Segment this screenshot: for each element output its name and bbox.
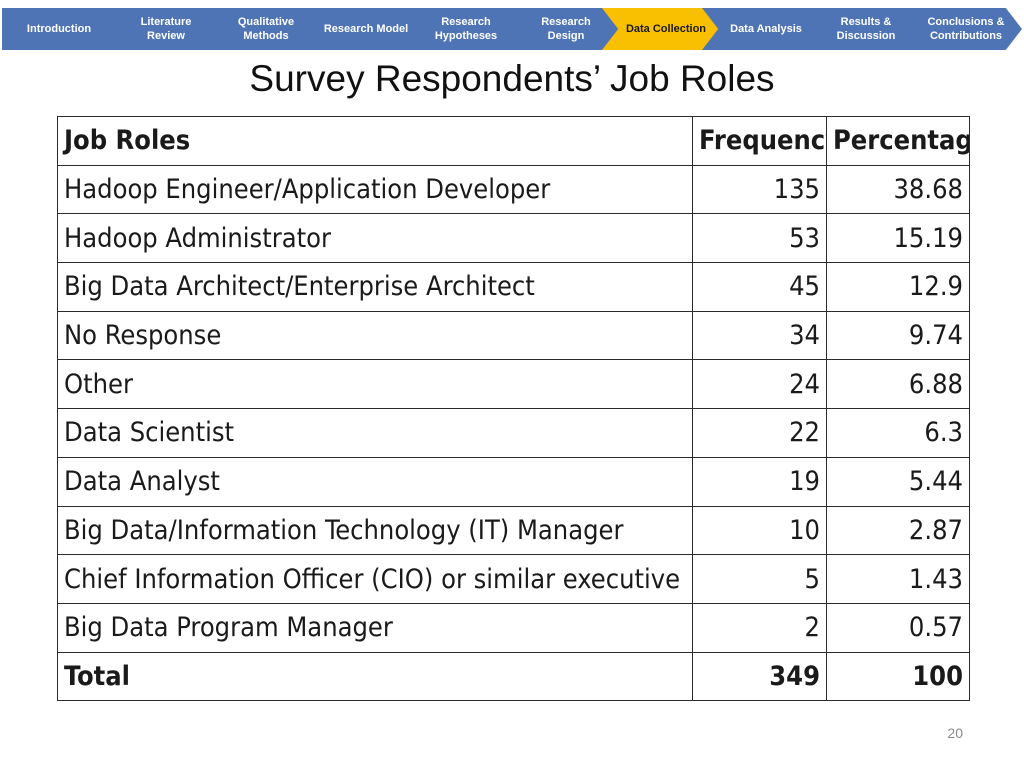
table-row: Big Data Program Manager 2 0.57 xyxy=(57,602,970,653)
percentage-cell: 38.68 xyxy=(826,164,970,215)
page-number: 20 xyxy=(947,725,963,741)
header-job-roles: Job Roles xyxy=(57,116,693,166)
frequency-cell: 5 xyxy=(692,554,827,604)
frequency-cell: 22 xyxy=(692,408,827,458)
job-role-cell: No Response xyxy=(57,310,693,361)
percentage-cell: 6.88 xyxy=(826,359,970,410)
nav-step-literature-review[interactable]: Literature Review xyxy=(102,8,222,50)
nav-step-results-discussion[interactable]: Results & Discussion xyxy=(802,8,922,50)
frequency-cell: 2 xyxy=(692,602,827,653)
frequency-cell: 45 xyxy=(692,262,827,312)
frequency-cell: 24 xyxy=(692,359,827,410)
job-role-cell: Data Scientist xyxy=(57,408,693,458)
table-row: Chief Information Officer (CIO) or simil… xyxy=(57,554,970,604)
frequency-cell: 19 xyxy=(692,456,827,507)
table-row: Big Data Architect/Enterprise Architect … xyxy=(57,262,970,312)
frequency-cell: 135 xyxy=(692,164,827,215)
table-row: Other 24 6.88 xyxy=(57,359,970,410)
table-header-row: Job Roles Frequency Percentage xyxy=(57,116,970,166)
job-role-cell: Data Analyst xyxy=(57,456,693,507)
progress-navigation: Introduction Literature Review Qualitati… xyxy=(2,8,1022,50)
frequency-cell: 53 xyxy=(692,213,827,264)
nav-step-research-hypotheses[interactable]: Research Hypotheses xyxy=(402,8,522,50)
table-row: Big Data/Information Technology (IT) Man… xyxy=(57,505,970,556)
header-frequency: Frequency xyxy=(692,116,827,166)
nav-step-research-model[interactable]: Research Model xyxy=(302,8,422,50)
percentage-cell: 1.43 xyxy=(826,554,970,604)
job-role-cell: Other xyxy=(57,359,693,410)
total-percentage-cell: 100 xyxy=(826,651,970,702)
nav-step-introduction[interactable]: Introduction xyxy=(2,8,122,50)
nav-step-data-collection[interactable]: Data Collection xyxy=(602,8,722,50)
total-row: Total 349 100 xyxy=(57,651,970,702)
job-role-cell: Big Data/Information Technology (IT) Man… xyxy=(57,505,693,556)
job-role-cell: Chief Information Officer (CIO) or simil… xyxy=(57,554,693,604)
job-role-cell: Hadoop Engineer/Application Developer xyxy=(57,164,693,215)
frequency-cell: 10 xyxy=(692,505,827,556)
job-role-cell: Big Data Program Manager xyxy=(57,602,693,653)
table-row: Hadoop Administrator 53 15.19 xyxy=(57,213,970,264)
total-label-cell: Total xyxy=(57,651,693,702)
slide-title: Survey Respondents’ Job Roles xyxy=(249,58,775,99)
job-role-cell: Big Data Architect/Enterprise Architect xyxy=(57,262,693,312)
nav-step-conclusions-contributions[interactable]: Conclusions & Contributions xyxy=(902,8,1022,50)
percentage-cell: 15.19 xyxy=(826,213,970,264)
percentage-cell: 9.74 xyxy=(826,310,970,361)
table-row: Hadoop Engineer/Application Developer 13… xyxy=(57,164,970,215)
nav-step-data-analysis[interactable]: Data Analysis xyxy=(702,8,822,50)
table-row: Data Scientist 22 6.3 xyxy=(57,408,970,458)
nav-step-qualitative-methods[interactable]: Qualitative Methods xyxy=(202,8,322,50)
job-role-cell: Hadoop Administrator xyxy=(57,213,693,264)
job-roles-table: Job Roles Frequency Percentage Hadoop En… xyxy=(57,116,970,702)
percentage-cell: 5.44 xyxy=(826,456,970,507)
percentage-cell: 6.3 xyxy=(826,408,970,458)
table-row: Data Analyst 19 5.44 xyxy=(57,456,970,507)
frequency-cell: 34 xyxy=(692,310,827,361)
nav-step-research-design[interactable]: Research Design xyxy=(502,8,622,50)
header-percentage: Percentage xyxy=(826,116,970,166)
table-row: No Response 34 9.74 xyxy=(57,310,970,361)
percentage-cell: 2.87 xyxy=(826,505,970,556)
percentage-cell: 0.57 xyxy=(826,602,970,653)
percentage-cell: 12.9 xyxy=(826,262,970,312)
total-frequency-cell: 349 xyxy=(692,651,827,702)
